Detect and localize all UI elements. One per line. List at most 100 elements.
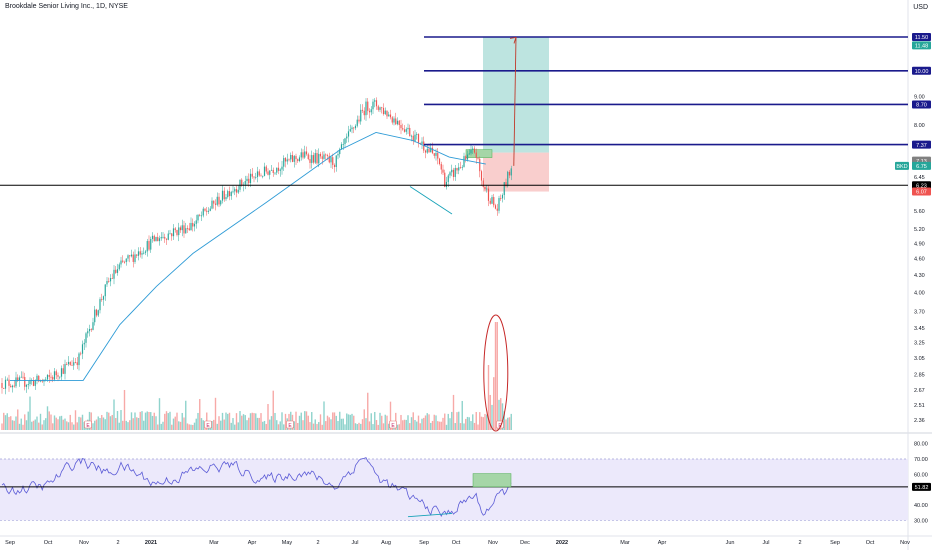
- candle-body: [29, 380, 31, 385]
- volume-bar: [309, 422, 311, 430]
- level-tag-label: 7.37: [916, 143, 927, 149]
- volume-bar: [410, 417, 413, 430]
- candle-body: [414, 134, 416, 142]
- candle-body: [323, 154, 325, 159]
- volume-bar: [276, 420, 278, 430]
- candle-body: [171, 233, 173, 237]
- volume-bar: [46, 406, 49, 430]
- candle-body: [120, 260, 122, 265]
- time-tick-label: Apr: [248, 540, 257, 546]
- candle-body: [165, 238, 168, 240]
- volume-bar: [216, 423, 218, 430]
- candle-body: [66, 364, 68, 365]
- volume-bar: [115, 418, 117, 430]
- candle-body: [207, 210, 210, 212]
- volume-bar: [132, 418, 134, 430]
- volume-bar: [151, 415, 154, 430]
- price-tick-label: 3.45: [914, 326, 925, 332]
- candle-body: [288, 159, 290, 161]
- volume-bar: [360, 423, 362, 430]
- volume-bar: [15, 416, 17, 430]
- volume-bar: [4, 415, 7, 430]
- candle-body: [234, 189, 236, 192]
- volume-bar: [153, 412, 155, 430]
- candle-body: [109, 278, 112, 282]
- price-tag: [912, 161, 931, 170]
- candle-body: [36, 375, 38, 381]
- candle-body: [263, 166, 266, 176]
- price-tag-label: 6.75: [916, 164, 927, 170]
- candle-body: [202, 208, 204, 216]
- candle-body: [421, 141, 423, 144]
- volume-bar: [17, 409, 19, 430]
- volume-bar: [328, 417, 330, 430]
- volume-bar: [200, 418, 203, 430]
- volume-bar: [22, 424, 24, 430]
- rsi-band: [0, 459, 908, 521]
- candle-body: [258, 171, 260, 176]
- volume-bar: [108, 412, 110, 430]
- candle-body: [146, 241, 148, 252]
- volume-bar: [27, 411, 29, 430]
- volume-bar: [185, 400, 187, 430]
- volume-bar: [192, 424, 194, 430]
- candle-body: [67, 361, 70, 365]
- candle-body: [200, 215, 203, 217]
- candle-body: [71, 364, 73, 366]
- level-tag: [912, 181, 931, 190]
- candle-body: [454, 167, 456, 177]
- volume-bar: [6, 413, 8, 430]
- volume-bar: [253, 413, 255, 430]
- volume-bar: [165, 411, 168, 430]
- candle-body: [344, 138, 346, 145]
- volume-bar: [176, 412, 178, 430]
- candle-body: [232, 191, 234, 193]
- candle-body: [167, 233, 169, 240]
- volume-bar: [325, 421, 327, 430]
- candle-body: [479, 158, 481, 172]
- candle-body: [178, 227, 180, 236]
- volume-bar: [312, 423, 315, 430]
- candle-body: [190, 222, 192, 231]
- volume-bar: [43, 420, 45, 430]
- candle-body: [494, 205, 497, 209]
- candle-body: [372, 101, 374, 110]
- candle-body: [346, 136, 348, 139]
- candle-body: [463, 156, 465, 167]
- volume-bar: [57, 419, 59, 430]
- candle-body: [150, 238, 152, 250]
- volume-bar: [193, 422, 196, 430]
- volume-bar: [281, 412, 283, 430]
- volume-bar: [337, 420, 339, 430]
- volume-bar: [234, 424, 236, 430]
- candle-body: [85, 333, 87, 343]
- candle-body: [125, 258, 127, 262]
- candle-body: [106, 281, 108, 285]
- volume-bar: [230, 422, 232, 430]
- candle-body: [221, 190, 224, 201]
- volume-bar: [480, 416, 483, 430]
- candle-body: [493, 197, 495, 206]
- candle-body: [45, 379, 47, 381]
- volume-bar: [321, 424, 323, 430]
- candle-body: [438, 158, 441, 165]
- candle-body: [101, 299, 103, 300]
- candle-body: [162, 236, 164, 238]
- volume-bar: [424, 415, 427, 430]
- candle-body: [484, 186, 486, 190]
- volume-bar: [489, 394, 491, 430]
- candle-body: [486, 188, 488, 190]
- volume-bar: [461, 400, 463, 430]
- volume-bar: [197, 412, 199, 430]
- candle-body: [505, 182, 507, 187]
- candle-body: [134, 254, 136, 262]
- volume-bar: [34, 419, 36, 430]
- candle-body: [480, 171, 483, 181]
- candle-body: [335, 155, 337, 168]
- candle-body: [241, 179, 243, 186]
- candle-body: [367, 101, 369, 111]
- volume-bar: [136, 417, 138, 430]
- candle-body: [225, 197, 227, 200]
- volume-bar: [365, 418, 367, 430]
